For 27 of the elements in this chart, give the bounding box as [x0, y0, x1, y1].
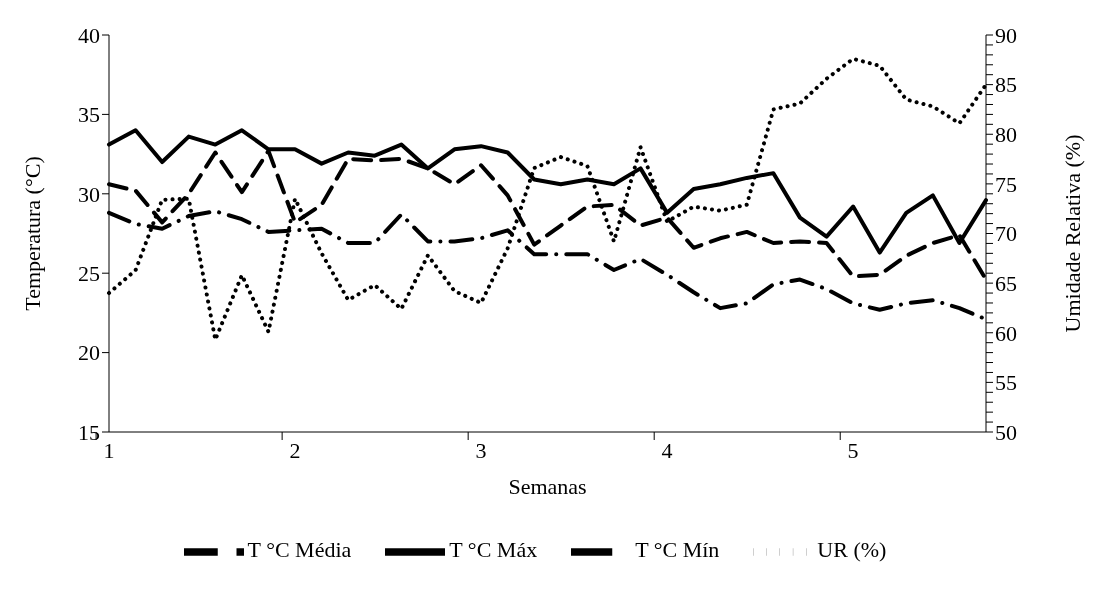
y2-tick-label: 85	[995, 72, 1017, 98]
legend-label: T °C Máx	[449, 537, 538, 563]
x-tick-label: 1	[103, 438, 115, 463]
y2-tick-label: 65	[995, 270, 1017, 296]
x-tick-label: 4	[661, 438, 673, 463]
y2-tick-label: 90	[995, 22, 1017, 48]
y2-tick-label: 80	[995, 122, 1017, 148]
x-tick-label: 2	[289, 438, 301, 463]
y-tick-label: 35	[78, 102, 100, 128]
y2-tick-label: 55	[995, 370, 1017, 396]
y-tick-label: 15	[78, 419, 100, 445]
y-tick-label: 40	[78, 22, 100, 48]
legend-label: UR (%)	[817, 537, 887, 563]
legend-label: T °C Média	[247, 537, 352, 563]
legend-label: T °C Mín	[635, 537, 720, 563]
y2-tick-label: 70	[995, 221, 1017, 247]
y2-axis-title: Umidade Relativa (%)	[1059, 134, 1085, 333]
x-tick-label: 5	[847, 438, 859, 463]
y-tick-label: 25	[78, 261, 100, 287]
y-tick-label: 30	[78, 181, 100, 207]
y-axis-title: Temperatura (°C)	[19, 156, 45, 311]
y2-tick-label: 60	[995, 320, 1017, 346]
y2-tick-label: 50	[995, 419, 1017, 445]
y2-tick-label: 75	[995, 171, 1017, 197]
y-tick-label: 20	[78, 340, 100, 366]
x-axis-title: Semanas	[508, 474, 587, 499]
x-tick-label: 3	[475, 438, 487, 463]
